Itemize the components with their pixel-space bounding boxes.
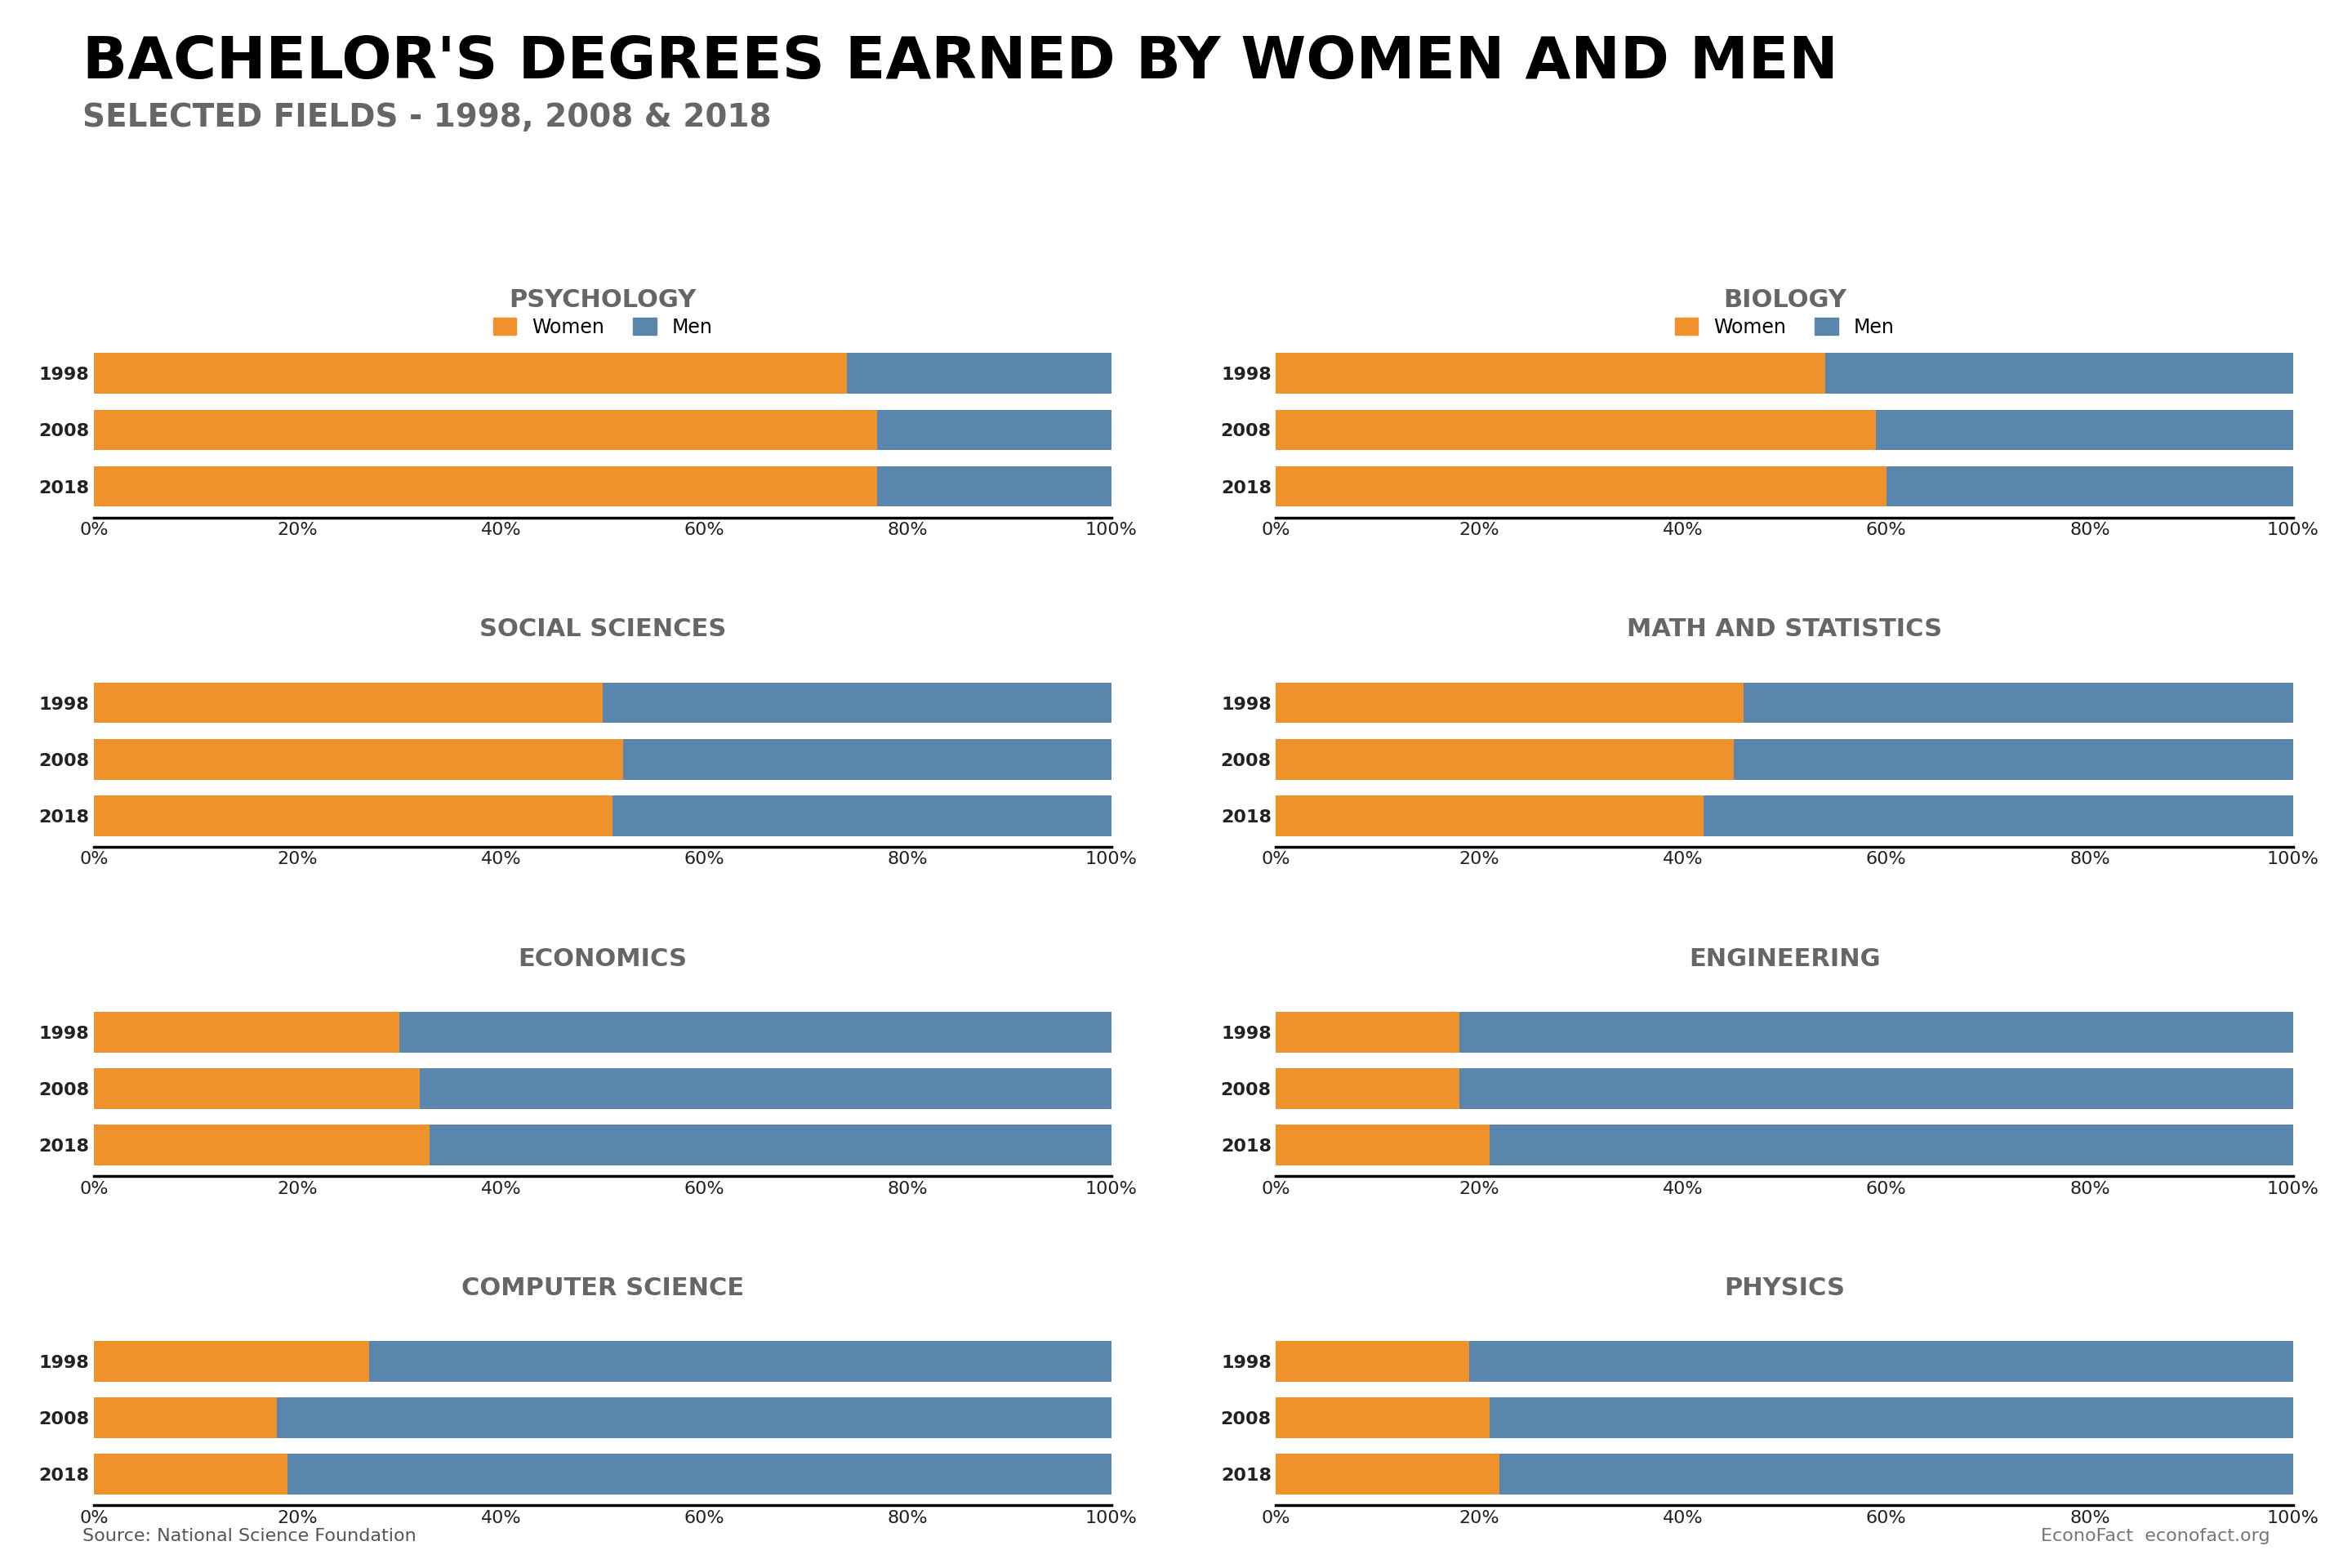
Text: COMPUTER SCIENCE: COMPUTER SCIENCE [461, 1276, 743, 1300]
Bar [623, 739, 1110, 779]
Bar [1501, 1454, 2293, 1494]
Bar [94, 739, 623, 779]
Text: MATH AND STATISTICS: MATH AND STATISTICS [1628, 618, 1943, 641]
Bar [1275, 409, 1877, 450]
Bar [287, 1454, 1110, 1494]
Text: PHYSICS: PHYSICS [1724, 1276, 1844, 1300]
Bar [94, 1124, 430, 1165]
Bar [94, 466, 877, 506]
Bar [94, 795, 614, 836]
Text: SOCIAL SCIENCES: SOCIAL SCIENCES [480, 618, 727, 641]
Bar [94, 1397, 278, 1438]
Text: EconoFact  econofact.org: EconoFact econofact.org [2042, 1529, 2270, 1544]
Bar [94, 353, 847, 394]
Bar [1275, 1124, 1489, 1165]
Text: BACHELOR'S DEGREES EARNED BY WOMEN AND MEN: BACHELOR'S DEGREES EARNED BY WOMEN AND M… [82, 34, 1837, 91]
Bar [1886, 466, 2293, 506]
Bar [400, 1011, 1110, 1052]
Bar [1275, 353, 1825, 394]
Bar [430, 1124, 1112, 1165]
Bar [1275, 1011, 1458, 1052]
Text: BIOLOGY: BIOLOGY [1724, 289, 1846, 312]
Bar [369, 1341, 1110, 1381]
Bar [94, 682, 602, 723]
Bar [1458, 1011, 2293, 1052]
Text: PSYCHOLOGY: PSYCHOLOGY [508, 289, 696, 312]
Bar [1275, 1341, 1470, 1381]
Bar [1275, 682, 1743, 723]
Bar [1275, 1397, 1489, 1438]
Bar [94, 409, 877, 450]
Bar [419, 1068, 1110, 1109]
Bar [94, 1341, 369, 1381]
Bar [1275, 1454, 1501, 1494]
Bar [877, 409, 1110, 450]
Bar [278, 1397, 1110, 1438]
Legend: Women, Men: Women, Men [1675, 318, 1893, 337]
Bar [1877, 409, 2293, 450]
Bar [1743, 682, 2293, 723]
Bar [1703, 795, 2293, 836]
Bar [1275, 1068, 1458, 1109]
Bar [847, 353, 1110, 394]
Bar [1470, 1341, 2293, 1381]
Bar [94, 1011, 400, 1052]
Bar [1489, 1397, 2293, 1438]
Bar [94, 1454, 287, 1494]
Text: ECONOMICS: ECONOMICS [517, 947, 687, 971]
Text: SELECTED FIELDS - 1998, 2008 & 2018: SELECTED FIELDS - 1998, 2008 & 2018 [82, 102, 771, 133]
Bar [602, 682, 1110, 723]
Bar [614, 795, 1110, 836]
Bar [1733, 739, 2293, 779]
Bar [1275, 739, 1733, 779]
Legend: Women, Men: Women, Men [494, 318, 713, 337]
Bar [1275, 795, 1703, 836]
Bar [94, 1068, 419, 1109]
Bar [1489, 1124, 2293, 1165]
Text: ENGINEERING: ENGINEERING [1689, 947, 1879, 971]
Bar [877, 466, 1110, 506]
Bar [1275, 466, 1886, 506]
Text: Source: National Science Foundation: Source: National Science Foundation [82, 1529, 416, 1544]
Bar [1825, 353, 2293, 394]
Bar [1458, 1068, 2293, 1109]
